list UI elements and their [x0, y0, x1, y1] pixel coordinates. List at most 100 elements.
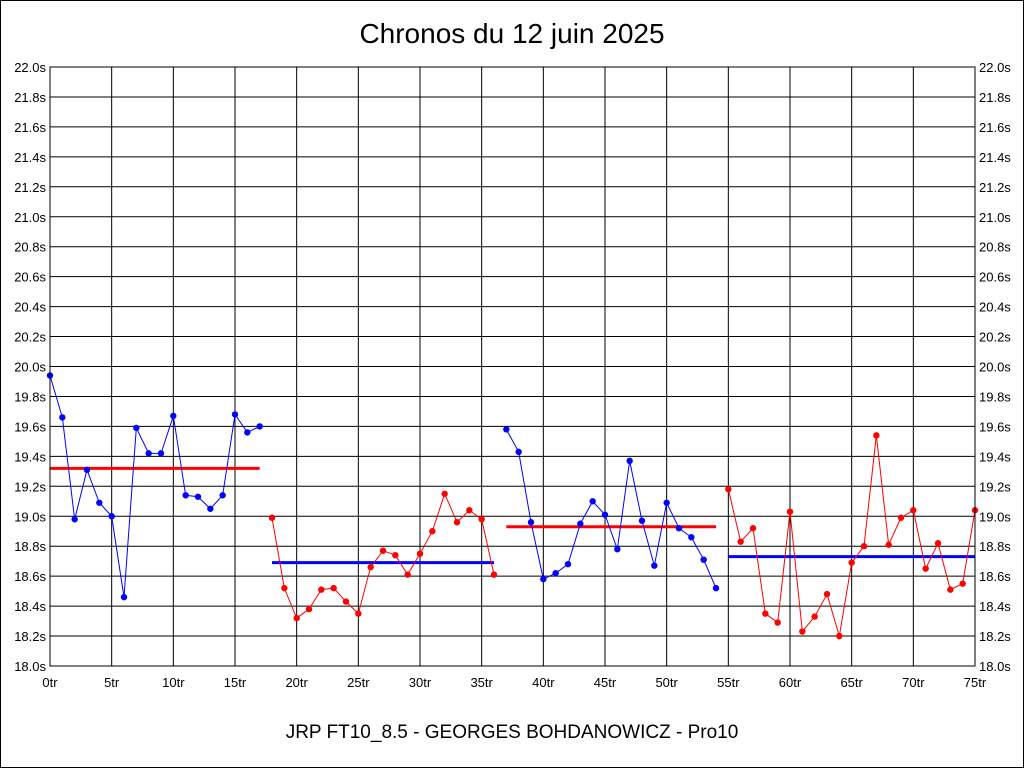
data-point — [860, 543, 868, 550]
x-tick-label: 55tr — [717, 675, 740, 690]
data-point — [256, 423, 263, 430]
x-tick-label: 35tr — [470, 675, 493, 690]
plot-area-border — [49, 66, 976, 667]
y-tick-label-left: 18.0s — [14, 659, 46, 674]
series-line — [271, 492, 495, 619]
y-tick-label-right: 20.6s — [979, 270, 1011, 285]
data-point — [207, 505, 214, 512]
data-point — [182, 492, 189, 499]
data-point — [811, 613, 818, 620]
data-point — [478, 516, 485, 523]
data-point — [157, 450, 165, 457]
x-tick-label: 65tr — [840, 675, 863, 690]
data-point — [564, 560, 572, 568]
y-tick-label-right: 21.2s — [979, 180, 1011, 195]
x-tick-label: 50tr — [655, 675, 678, 690]
x-tick-label: 5tr — [104, 675, 120, 690]
y-tick-label-right: 21.0s — [979, 210, 1011, 225]
data-point — [527, 519, 535, 526]
data-point — [83, 466, 91, 474]
data-point — [663, 499, 670, 506]
y-tick-label-left: 19.2s — [14, 479, 46, 494]
y-tick-label-right: 18.2s — [979, 629, 1011, 644]
y-tick-label-right: 21.4s — [979, 150, 1011, 165]
data-point — [268, 514, 276, 521]
data-point — [145, 450, 152, 457]
data-point — [712, 584, 720, 592]
data-point — [318, 586, 325, 593]
data-point — [367, 563, 374, 571]
data-point — [922, 565, 929, 572]
data-point — [466, 507, 473, 514]
x-tick-label: 10tr — [162, 675, 185, 690]
data-point — [614, 545, 621, 553]
grid-lines — [49, 66, 976, 667]
y-tick-label-right: 18.0s — [979, 659, 1011, 674]
data-point — [577, 520, 584, 527]
data-point — [194, 493, 202, 500]
data-point — [133, 424, 140, 432]
data-point — [601, 511, 609, 518]
data-point — [737, 538, 744, 545]
y-tick-label-right: 21.8s — [979, 90, 1011, 105]
y-tick-label-left: 19.0s — [14, 509, 46, 524]
y-tick-label-left: 22.0s — [14, 60, 46, 75]
y-tick-label-right: 19.0s — [979, 509, 1011, 524]
data-point — [342, 598, 350, 605]
x-tick-label: 20tr — [285, 675, 308, 690]
y-tick-label-left: 20.6s — [14, 270, 46, 285]
data-point — [848, 559, 855, 566]
data-point — [934, 540, 942, 547]
data-point — [947, 586, 954, 593]
x-tick-label: 75tr — [964, 675, 987, 690]
data-point — [836, 632, 843, 640]
data-point — [108, 513, 115, 520]
mean-lines — [50, 466, 975, 565]
data-point — [749, 525, 757, 532]
y-tick-label-left: 19.4s — [14, 449, 46, 464]
data-point — [120, 593, 128, 601]
y-tick-label-left: 21.2s — [14, 180, 46, 195]
data-point — [651, 562, 658, 569]
data-point — [490, 571, 498, 578]
data-point — [379, 547, 387, 554]
y-tick-label-right: 18.4s — [979, 599, 1011, 614]
y-tick-label-left: 19.6s — [14, 419, 46, 434]
chart-title: Chronos du 12 juin 2025 — [359, 18, 665, 49]
y-tick-label-left: 18.4s — [14, 599, 46, 614]
data-point — [355, 610, 362, 617]
y-tick-label-left: 21.6s — [14, 120, 46, 135]
y-tick-label-left: 18.8s — [14, 539, 46, 554]
data-point — [96, 499, 103, 506]
data-point — [305, 605, 313, 613]
data-series — [46, 372, 979, 640]
data-point — [416, 550, 424, 557]
y-tick-label-right: 19.4s — [979, 449, 1011, 464]
y-tick-label-right: 18.6s — [979, 569, 1011, 584]
y-tick-label-right: 20.4s — [979, 300, 1011, 315]
data-point — [700, 556, 707, 563]
x-tick-label: 40tr — [532, 675, 555, 690]
data-point — [823, 590, 831, 598]
series-line — [505, 429, 717, 589]
y-tick-label-left: 21.8s — [14, 90, 46, 105]
data-point — [897, 514, 905, 521]
series-line — [49, 375, 260, 598]
data-point — [392, 551, 399, 559]
y-tick-label-right: 18.8s — [979, 539, 1011, 554]
data-point — [589, 498, 596, 505]
data-point — [441, 490, 448, 497]
data-point — [219, 492, 226, 499]
data-point — [774, 619, 781, 626]
data-point — [638, 517, 646, 524]
x-tick-label: 0tr — [42, 675, 58, 690]
data-point — [786, 508, 794, 515]
data-point — [959, 580, 966, 587]
y-tick-label-left: 20.0s — [14, 360, 46, 375]
y-tick-label-right: 22.0s — [979, 60, 1011, 75]
x-tick-label: 25tr — [347, 675, 370, 690]
data-point — [404, 571, 411, 578]
y-tick-label-left: 21.0s — [14, 210, 46, 225]
data-point — [330, 584, 337, 592]
